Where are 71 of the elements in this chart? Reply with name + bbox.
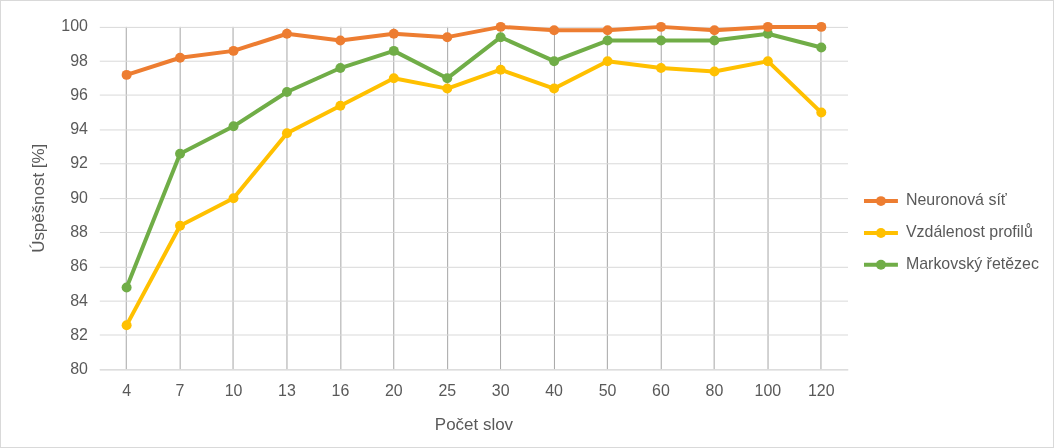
point bbox=[656, 63, 666, 74]
point bbox=[442, 83, 453, 94]
point bbox=[228, 45, 239, 56]
x-tick-label: 16 bbox=[331, 381, 350, 399]
point bbox=[495, 21, 506, 32]
x-tick-label: 50 bbox=[598, 381, 617, 399]
x-tick-label: 100 bbox=[754, 381, 782, 399]
y-tick-label: 94 bbox=[70, 120, 89, 138]
x-axis-title: Počet slov bbox=[434, 414, 514, 434]
point bbox=[335, 35, 346, 46]
point bbox=[495, 32, 506, 43]
point bbox=[709, 66, 720, 77]
point bbox=[281, 87, 292, 98]
x-tick-label: 40 bbox=[545, 381, 564, 399]
point bbox=[228, 121, 239, 132]
x-tick-label: 20 bbox=[384, 381, 403, 399]
point bbox=[549, 83, 560, 94]
point bbox=[335, 63, 346, 74]
point bbox=[442, 73, 453, 84]
point bbox=[549, 56, 560, 67]
point bbox=[602, 35, 613, 46]
point bbox=[656, 21, 666, 32]
point bbox=[495, 64, 506, 75]
point bbox=[175, 148, 186, 159]
y-tick-label: 80 bbox=[70, 360, 89, 378]
y-tick-label: 88 bbox=[70, 223, 89, 240]
x-tick-label: 120 bbox=[807, 381, 835, 399]
point bbox=[602, 25, 613, 36]
y-tick-label: 100 bbox=[61, 17, 89, 35]
point bbox=[175, 220, 186, 231]
y-axis-title: Úspěšnost [%] bbox=[28, 143, 48, 253]
point bbox=[816, 107, 827, 118]
legend-label: Neuronová síť bbox=[905, 191, 1008, 209]
point bbox=[388, 73, 399, 84]
point bbox=[175, 52, 186, 63]
point bbox=[762, 21, 773, 32]
point bbox=[228, 193, 239, 204]
y-tick-label: 98 bbox=[70, 51, 89, 69]
y-tick-label: 82 bbox=[70, 325, 89, 343]
y-tick-label: 86 bbox=[70, 257, 89, 275]
point bbox=[549, 25, 560, 36]
y-tick-label: 84 bbox=[70, 291, 89, 309]
point bbox=[816, 21, 827, 32]
x-tick-label: 25 bbox=[438, 381, 457, 399]
x-tick-label: 13 bbox=[278, 381, 296, 399]
point bbox=[656, 35, 666, 46]
y-tick-label: 96 bbox=[70, 85, 89, 103]
point bbox=[121, 282, 132, 293]
point bbox=[281, 28, 292, 39]
x-tick-label: 4 bbox=[122, 381, 132, 399]
point bbox=[121, 69, 132, 80]
point bbox=[709, 25, 720, 36]
x-tick-label: 10 bbox=[224, 381, 243, 399]
y-tick-label: 90 bbox=[70, 188, 89, 206]
point bbox=[388, 45, 399, 56]
point bbox=[816, 42, 827, 53]
legend-label: Markovský řetězec bbox=[905, 255, 1039, 273]
point bbox=[335, 100, 346, 111]
point bbox=[762, 56, 773, 67]
y-tick-label: 92 bbox=[70, 154, 89, 172]
legend-label: Vzdálenost profilů bbox=[905, 223, 1033, 241]
x-tick-label: 7 bbox=[175, 381, 185, 399]
point bbox=[602, 56, 613, 67]
point bbox=[121, 320, 132, 331]
point bbox=[388, 28, 399, 39]
point bbox=[709, 35, 720, 46]
point bbox=[281, 128, 292, 139]
x-tick-label: 80 bbox=[705, 381, 724, 399]
point bbox=[442, 32, 453, 43]
x-tick-label: 30 bbox=[491, 381, 510, 399]
x-tick-label: 60 bbox=[652, 381, 670, 399]
